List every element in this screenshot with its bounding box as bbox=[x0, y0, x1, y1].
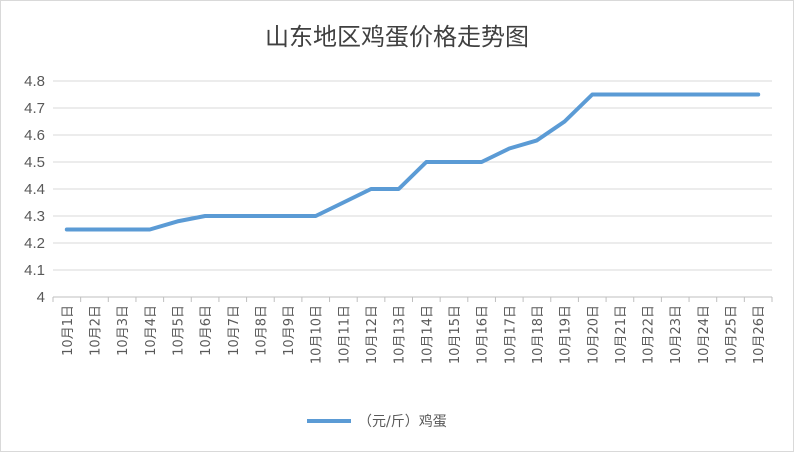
x-tick-label: 10月23日 bbox=[669, 305, 684, 364]
data-point bbox=[507, 147, 511, 151]
x-tick-label: 10月4日 bbox=[144, 305, 159, 356]
data-point bbox=[65, 228, 69, 232]
x-tick-label: 10月1日 bbox=[61, 305, 76, 356]
x-tick-label: 10月17日 bbox=[503, 305, 518, 364]
data-point bbox=[729, 93, 733, 97]
data-point bbox=[756, 93, 760, 97]
x-tick-label: 10月16日 bbox=[476, 305, 491, 364]
x-tick-label: 10月2日 bbox=[88, 305, 103, 356]
x-tick-label: 10月18日 bbox=[531, 305, 546, 364]
data-point bbox=[341, 201, 345, 205]
data-point bbox=[563, 120, 567, 124]
x-tick-label: 10月9日 bbox=[282, 305, 297, 356]
legend-label: （元/斤）鸡蛋 bbox=[358, 413, 447, 430]
y-tick-label: 4.2 bbox=[24, 235, 45, 252]
chart-title: 山东地区鸡蛋价格走势图 bbox=[265, 23, 529, 51]
x-tick-label: 10月10日 bbox=[310, 305, 325, 364]
y-tick-label: 4.5 bbox=[24, 154, 45, 171]
x-tick-label: 10月7日 bbox=[227, 305, 242, 356]
x-tick-label: 10月12日 bbox=[365, 305, 380, 364]
x-tick-label: 10月8日 bbox=[254, 305, 269, 356]
x-tick-label: 10月20日 bbox=[586, 305, 601, 364]
data-point bbox=[148, 228, 152, 232]
x-tick-label: 10月26日 bbox=[752, 305, 767, 364]
data-point bbox=[286, 214, 290, 218]
x-tick-label: 10月15日 bbox=[448, 305, 463, 364]
x-tick-label: 10月19日 bbox=[559, 305, 574, 364]
y-tick-label: 4 bbox=[37, 289, 45, 306]
y-tick-label: 4.3 bbox=[24, 208, 45, 225]
data-point bbox=[258, 214, 262, 218]
x-axis-ticks: 10月1日 10月2日 10月3日 10月4日 10月5日 10月6日 10月7日 10月8日… bbox=[52, 297, 773, 364]
gridlines bbox=[53, 80, 772, 298]
data-point bbox=[92, 228, 96, 232]
data-point bbox=[369, 187, 373, 191]
data-point bbox=[618, 93, 622, 97]
y-tick-label: 4.1 bbox=[24, 262, 45, 279]
x-tick-label: 10月25日 bbox=[725, 305, 740, 364]
data-point bbox=[590, 93, 594, 97]
data-point bbox=[231, 214, 235, 218]
data-point bbox=[120, 228, 124, 232]
data-point bbox=[535, 138, 539, 142]
data-point bbox=[673, 93, 677, 97]
y-tick-label: 4.6 bbox=[24, 127, 45, 144]
data-point bbox=[452, 160, 456, 164]
x-tick-label: 10月13日 bbox=[393, 305, 408, 364]
data-point bbox=[203, 214, 207, 218]
y-tick-label: 4.8 bbox=[24, 73, 45, 90]
data-point bbox=[424, 160, 428, 164]
y-tick-label: 4.4 bbox=[24, 181, 45, 198]
x-tick-label: 10月6日 bbox=[199, 305, 214, 356]
data-point bbox=[175, 219, 179, 223]
data-point bbox=[397, 187, 401, 191]
y-tick-label: 4.7 bbox=[24, 100, 45, 117]
x-tick-label: 10月24日 bbox=[697, 305, 712, 364]
x-tick-label: 10月5日 bbox=[171, 305, 186, 356]
legend: （元/斤）鸡蛋 bbox=[307, 413, 447, 430]
data-point bbox=[480, 160, 484, 164]
series-layer bbox=[64, 92, 761, 232]
x-tick-label: 10月14日 bbox=[420, 305, 435, 364]
x-tick-label: 10月3日 bbox=[116, 305, 131, 356]
x-tick-label: 10月22日 bbox=[642, 305, 657, 364]
series-line bbox=[64, 92, 761, 232]
data-point bbox=[701, 93, 705, 97]
x-tick-label: 10月21日 bbox=[614, 305, 629, 364]
data-point bbox=[646, 93, 650, 97]
data-point bbox=[314, 214, 318, 218]
x-tick-label: 10月11日 bbox=[337, 305, 352, 364]
y-axis-ticks: 4 4.1 4.2 4.3 4.4 4.5 4.6 4.7 4.8 bbox=[24, 73, 45, 306]
